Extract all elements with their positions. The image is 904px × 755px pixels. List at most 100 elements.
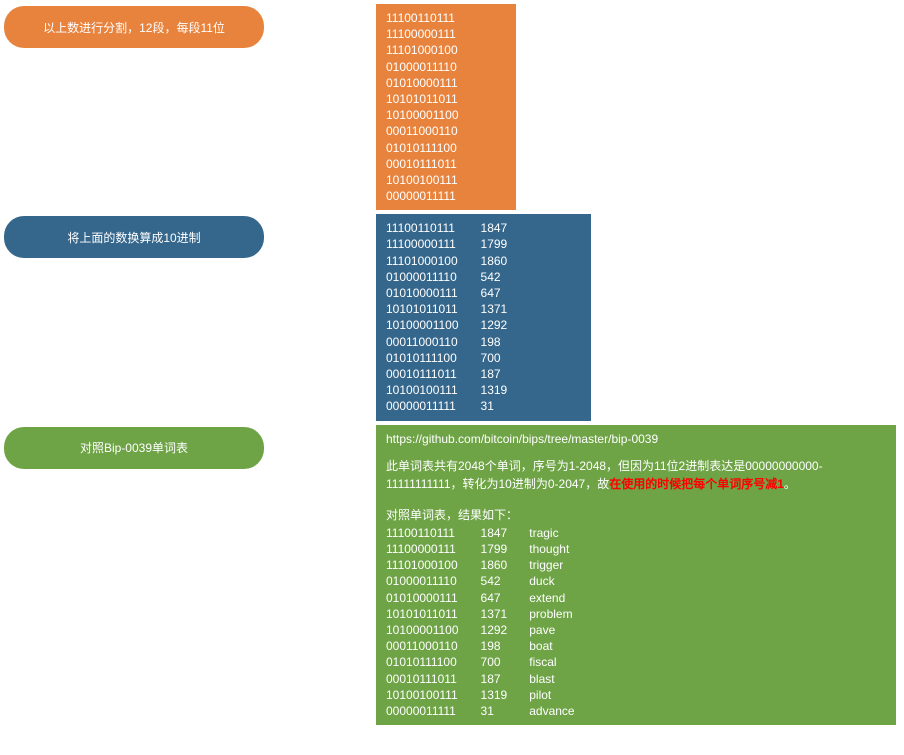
word-result-table: 111001101111847tragic111000001111799thou… <box>386 525 575 719</box>
step-3-row: 对照Bip-0039单词表 https://github.com/bitcoin… <box>4 425 900 726</box>
result-subhead: 对照单词表，结果如下： <box>386 507 886 523</box>
word-row: 01010111100700fiscal <box>386 654 575 670</box>
binary-cell: 01000011110 <box>386 573 481 589</box>
word-row: 00011000110198boat <box>386 638 575 654</box>
bip39-url: https://github.com/bitcoin/bips/tree/mas… <box>386 431 886 447</box>
binary-cell: 10101011011 <box>386 301 481 317</box>
word-row: 00010111011187blast <box>386 671 575 687</box>
decimal-cell: 1847 <box>481 525 530 541</box>
decimal-cell: 1319 <box>481 382 508 398</box>
binary-cell: 00010111011 <box>386 366 481 382</box>
binary-cell: 10100100111 <box>386 382 481 398</box>
decimal-cell: 1860 <box>481 557 530 573</box>
binary-cell: 01010111100 <box>386 350 481 366</box>
word-row: 01010000111647extend <box>386 590 575 606</box>
binary-cell: 11100110111 <box>386 525 481 541</box>
step-2-label-text: 将上面的数换算成10进制 <box>67 229 200 246</box>
decimal-cell: 187 <box>481 366 508 382</box>
decimal-row: 00010111011187 <box>386 366 507 382</box>
binary-cell: 11100000111 <box>386 541 481 557</box>
decimal-row: 111010001001860 <box>386 253 507 269</box>
binary-segment: 10100100111 <box>386 172 506 188</box>
binary-segment: 11100000111 <box>386 26 506 42</box>
binary-segment: 11100110111 <box>386 10 506 26</box>
decimal-cell: 1292 <box>481 317 508 333</box>
binary-cell: 10100100111 <box>386 687 481 703</box>
binary-cell: 01010000111 <box>386 285 481 301</box>
decimal-row: 101010110111371 <box>386 301 507 317</box>
step-3-label-pill: 对照Bip-0039单词表 <box>4 427 264 469</box>
decimal-cell: 31 <box>481 703 530 719</box>
binary-segment: 10101011011 <box>386 91 506 107</box>
decimal-row: 0000001111131 <box>386 398 507 414</box>
word-cell: pilot <box>529 687 574 703</box>
decimal-row: 01000011110542 <box>386 269 507 285</box>
decimal-cell: 647 <box>481 590 530 606</box>
decimal-row: 01010000111647 <box>386 285 507 301</box>
binary-segment: 00010111011 <box>386 156 506 172</box>
word-row: 111001101111847tragic <box>386 525 575 541</box>
word-cell: trigger <box>529 557 574 573</box>
decimal-cell: 542 <box>481 573 530 589</box>
word-cell: extend <box>529 590 574 606</box>
word-row: 101001001111319pilot <box>386 687 575 703</box>
decimal-row: 111000001111799 <box>386 236 507 252</box>
word-cell: blast <box>529 671 574 687</box>
word-row: 01000011110542duck <box>386 573 575 589</box>
decimal-cell: 187 <box>481 671 530 687</box>
binary-segment: 01000011110 <box>386 59 506 75</box>
word-cell: tragic <box>529 525 574 541</box>
word-row: 111000001111799thought <box>386 541 575 557</box>
step-2-decimal-box: 1110011011118471110000011117991110100010… <box>376 214 591 420</box>
decimal-row: 01010111100700 <box>386 350 507 366</box>
binary-cell: 10100001100 <box>386 317 481 333</box>
decimal-row: 111001101111847 <box>386 220 507 236</box>
binary-cell: 10100001100 <box>386 622 481 638</box>
binary-cell: 00000011111 <box>386 398 481 414</box>
word-row: 111010001001860trigger <box>386 557 575 573</box>
binary-cell: 11101000100 <box>386 557 481 573</box>
decimal-row: 101001001111319 <box>386 382 507 398</box>
decimal-cell: 1371 <box>481 606 530 622</box>
step-3-wordlist-box: https://github.com/bitcoin/bips/tree/mas… <box>376 425 896 726</box>
word-cell: thought <box>529 541 574 557</box>
decimal-cell: 700 <box>481 350 508 366</box>
decimal-cell: 1292 <box>481 622 530 638</box>
binary-cell: 10101011011 <box>386 606 481 622</box>
decimal-cell: 1319 <box>481 687 530 703</box>
binary-cell: 01010000111 <box>386 590 481 606</box>
step-3-label-text: 对照Bip-0039单词表 <box>80 439 188 456</box>
decimal-cell: 198 <box>481 334 508 350</box>
word-cell: advance <box>529 703 574 719</box>
word-cell: problem <box>529 606 574 622</box>
decimal-cell: 198 <box>481 638 530 654</box>
step-1-binary-box: 1110011011111100000111111010001000100001… <box>376 4 516 210</box>
word-cell: pave <box>529 622 574 638</box>
decimal-cell: 1860 <box>481 253 508 269</box>
binary-cell: 11100110111 <box>386 220 481 236</box>
word-cell: fiscal <box>529 654 574 670</box>
decimal-row: 00011000110198 <box>386 334 507 350</box>
para-suffix: 。 <box>784 477 796 491</box>
word-cell: boat <box>529 638 574 654</box>
binary-segment: 10100001100 <box>386 107 506 123</box>
decimal-cell: 700 <box>481 654 530 670</box>
binary-segment: 00011000110 <box>386 123 506 139</box>
binary-segment: 00000011111 <box>386 188 506 204</box>
word-row: 101000011001292pave <box>386 622 575 638</box>
step-2-label-pill: 将上面的数换算成10进制 <box>4 216 264 258</box>
decimal-row: 101000011001292 <box>386 317 507 333</box>
binary-cell: 00011000110 <box>386 638 481 654</box>
decimal-cell: 1847 <box>481 220 508 236</box>
step-1-row: 以上数进行分割，12段，每段11位 1110011011111100000111… <box>4 4 900 210</box>
binary-cell: 00000011111 <box>386 703 481 719</box>
step-1-label-text: 以上数进行分割，12段，每段11位 <box>43 19 225 36</box>
binary-cell: 11100000111 <box>386 236 481 252</box>
decimal-cell: 1799 <box>481 541 530 557</box>
step-1-label-pill: 以上数进行分割，12段，每段11位 <box>4 6 264 48</box>
decimal-cell: 31 <box>481 398 508 414</box>
decimal-cell: 647 <box>481 285 508 301</box>
word-row: 101010110111371problem <box>386 606 575 622</box>
binary-cell: 11101000100 <box>386 253 481 269</box>
binary-segment: 01010111100 <box>386 140 506 156</box>
